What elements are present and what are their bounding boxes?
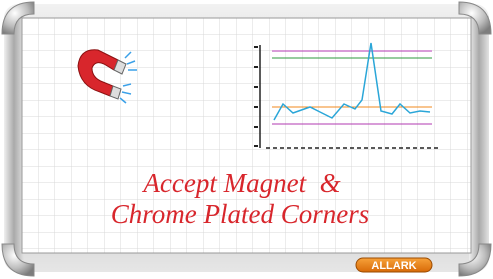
caption-line: Accept Magnet & (141, 168, 340, 198)
frame-right (469, 16, 489, 260)
whiteboard-image: Accept Magnet & Chrome Plated Corners AL… (0, 0, 493, 279)
brand-name: ALLARK (371, 260, 416, 272)
caption-line: Chrome Plated Corners (111, 199, 370, 229)
frame-left (4, 16, 24, 260)
page: Accept Magnet & Chrome Plated Corners AL… (0, 0, 493, 279)
